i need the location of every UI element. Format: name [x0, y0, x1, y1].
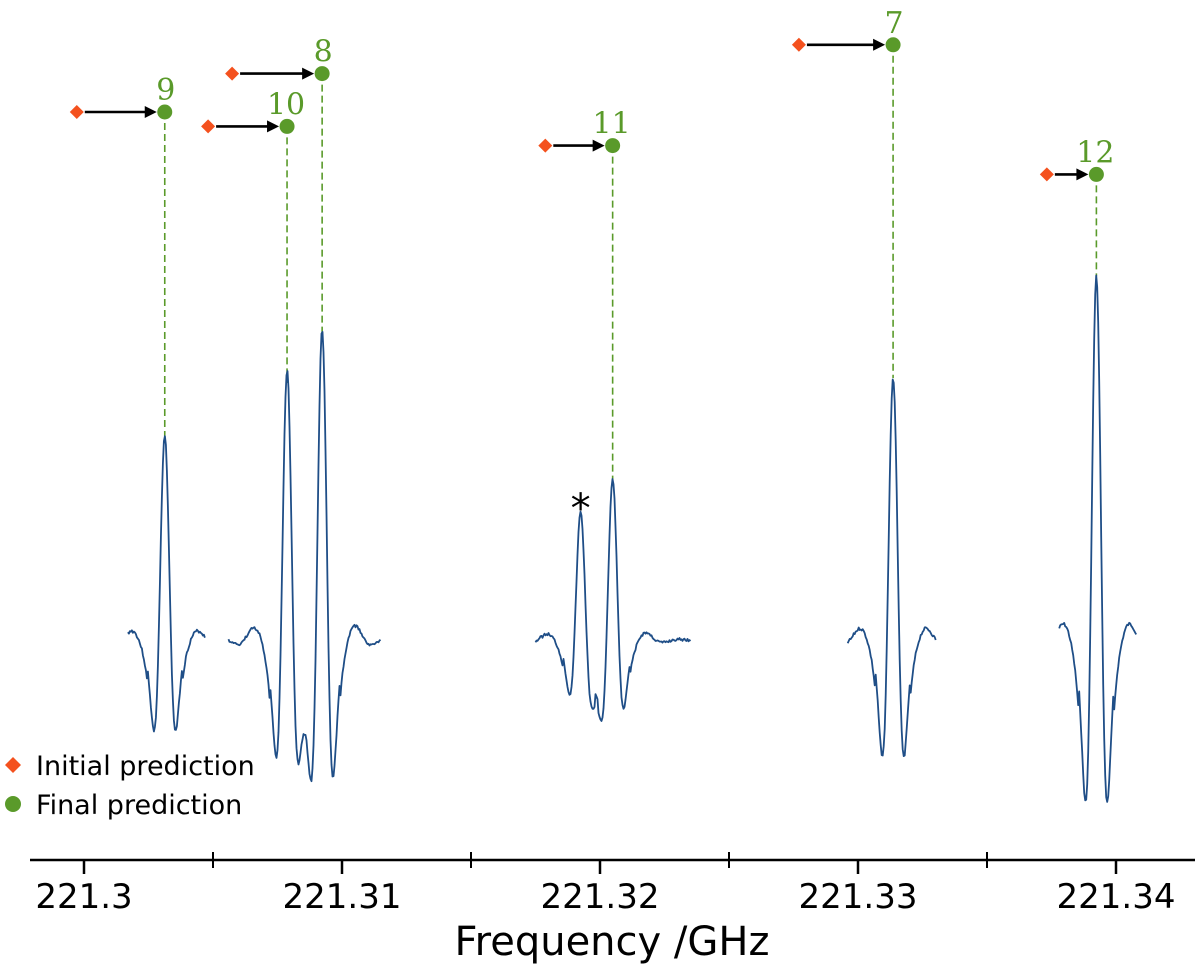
arrow-head-8 — [302, 67, 315, 80]
spectrum-segment-2 — [227, 331, 382, 783]
x-tick-label: 221.3 — [35, 877, 132, 917]
final-marker-11 — [605, 138, 621, 154]
initial-marker-9 — [69, 105, 84, 119]
transition-label-7: 7 — [885, 6, 904, 41]
x-axis: 221.3 221.31 221.32 221.33 221.34 — [30, 852, 1195, 917]
final-marker-10 — [279, 118, 295, 134]
predictions-group: 9 8 10 11 7 12 — [69, 6, 1114, 182]
x-tick-label: 221.32 — [541, 877, 660, 917]
x-axis-title: Frequency /GHz — [455, 919, 770, 965]
legend-label: Final prediction — [36, 790, 242, 821]
transition-label-9: 9 — [156, 73, 175, 108]
arrow-head-12 — [1076, 168, 1089, 181]
spectrum-segment-4 — [846, 378, 937, 757]
x-tick-label: 221.34 — [1057, 877, 1176, 917]
initial-marker-7 — [791, 37, 806, 52]
final-marker-7 — [885, 37, 901, 53]
transition-label-8: 8 — [314, 35, 333, 70]
legend: Initial prediction Final prediction — [5, 751, 255, 821]
asterisk-annotation: * — [571, 486, 591, 532]
initial-marker-11 — [538, 138, 553, 153]
legend-label: Initial prediction — [36, 751, 255, 782]
legend-circle-icon — [5, 796, 21, 812]
arrow-head-9 — [144, 106, 157, 118]
x-tick-label: 221.33 — [799, 877, 918, 917]
spectrum-segment-5 — [1058, 274, 1137, 803]
annotations-group: * — [571, 486, 591, 532]
transition-label-12: 12 — [1076, 135, 1114, 170]
initial-marker-10 — [201, 119, 216, 134]
transition-label-10: 10 — [267, 87, 305, 122]
spectra-group — [127, 274, 1137, 803]
final-marker-8 — [314, 66, 330, 82]
final-marker-12 — [1088, 166, 1104, 182]
arrow-head-11 — [592, 139, 605, 152]
transition-label-11: 11 — [593, 107, 631, 142]
legend-diamond-icon — [5, 757, 21, 773]
x-tick-label: 221.31 — [283, 877, 402, 917]
guide-lines — [163, 44, 1098, 485]
spectrum-segment-1 — [127, 435, 206, 733]
arrow-head-7 — [873, 38, 886, 51]
spectrum-segment-3 — [534, 478, 692, 722]
final-marker-9 — [157, 104, 173, 120]
initial-marker-12 — [1039, 167, 1054, 182]
initial-marker-8 — [225, 66, 240, 81]
arrow-head-10 — [267, 120, 280, 133]
